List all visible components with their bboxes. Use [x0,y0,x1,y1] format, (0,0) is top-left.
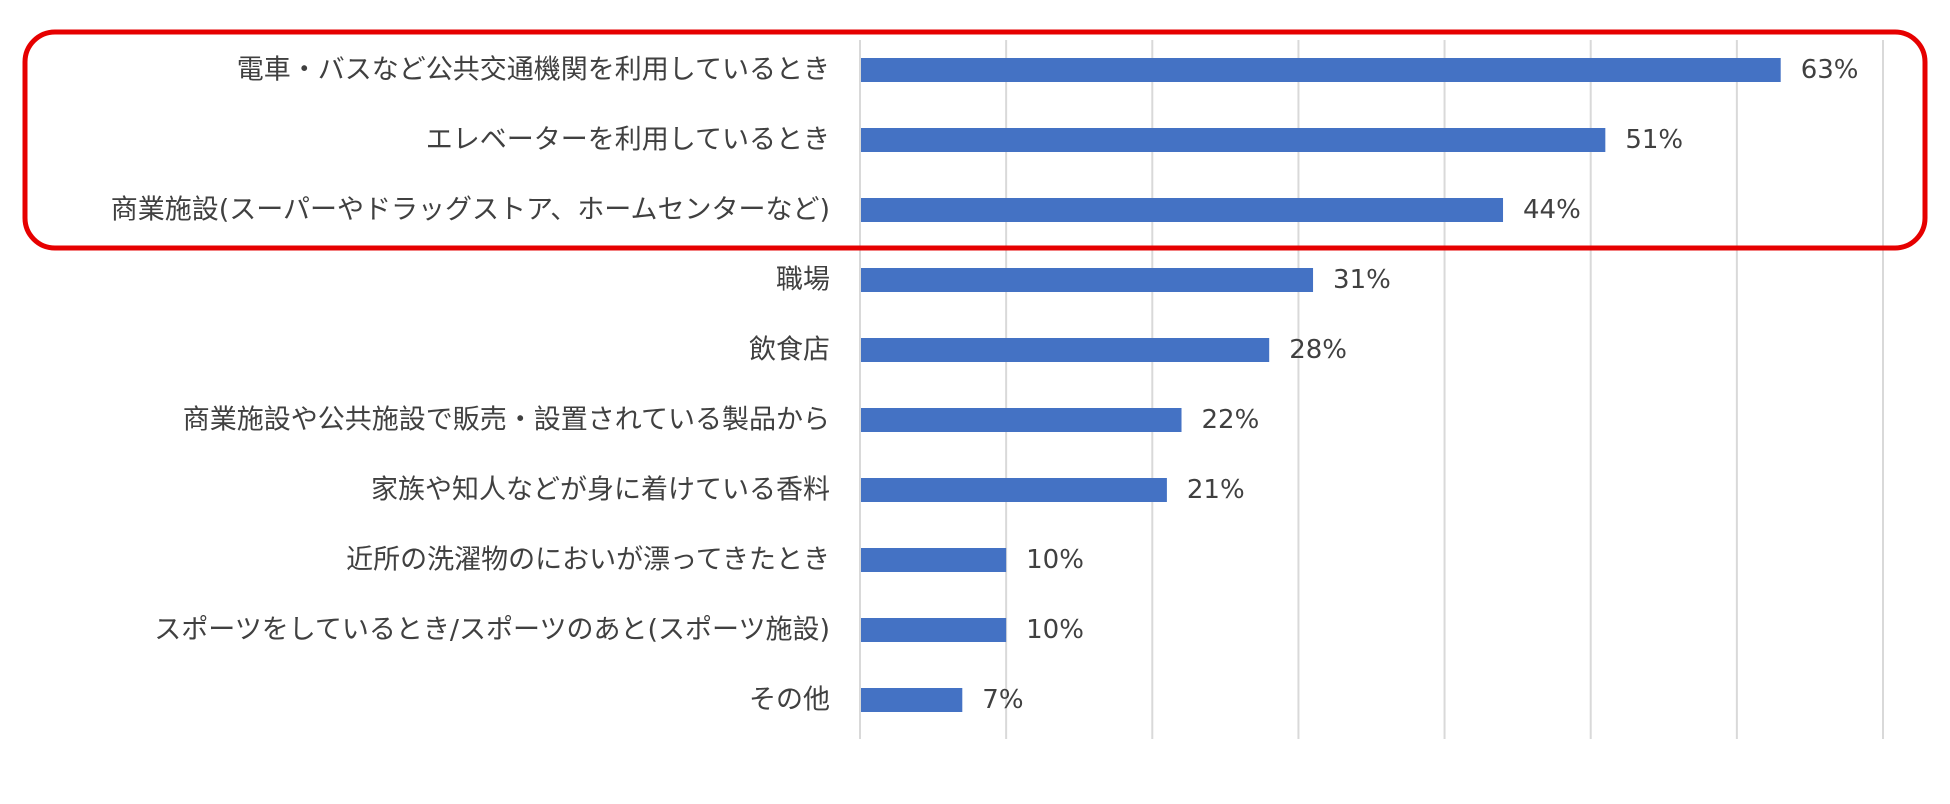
bar [861,688,963,712]
bar [861,548,1007,572]
category-label: 職場 [776,265,830,296]
bar [861,268,1314,292]
value-label: 63% [1801,55,1859,85]
bar [861,408,1182,432]
value-label: 44% [1523,195,1581,225]
value-label: 51% [1625,125,1683,155]
value-label: 10% [1026,545,1084,575]
category-label: エレベーターを利用しているとき [426,125,830,156]
gridlines [1005,40,1884,739]
bar [861,618,1007,642]
value-label: 7% [982,685,1023,715]
bar [861,58,1781,82]
category-label: 商業施設や公共施設で販売・設置されている製品から [183,405,830,436]
bar [861,198,1504,222]
category-label: 電車・バスなど公共交通機関を利用しているとき [237,55,830,86]
value-label: 21% [1187,475,1245,505]
category-labels: 電車・バスなど公共交通機関を利用しているときエレベーターを利用しているとき商業施… [111,55,830,716]
category-label: 家族や知人などが身に着けている香料 [371,475,830,506]
category-label: 飲食店 [749,335,830,366]
bars [861,58,1781,712]
bar [861,478,1167,502]
category-label: その他 [749,685,830,716]
value-labels: 63% 51% 44% 31% 28% 22% 21% 10% 10% 7% [982,55,1858,715]
highlight-box [22,29,1928,251]
bar [861,128,1606,152]
value-label: 22% [1202,405,1260,435]
value-label: 10% [1026,615,1084,645]
value-label: 31% [1333,265,1391,295]
category-label: スポーツをしているとき/スポーツのあと(スポーツ施設) [154,615,830,646]
bar [861,338,1270,362]
category-label: 近所の洗濯物のにおいが漂ってきたとき [346,545,830,576]
category-label: 商業施設(スーパーやドラッグストア、ホームセンターなど) [111,195,830,226]
value-label: 28% [1289,335,1347,365]
